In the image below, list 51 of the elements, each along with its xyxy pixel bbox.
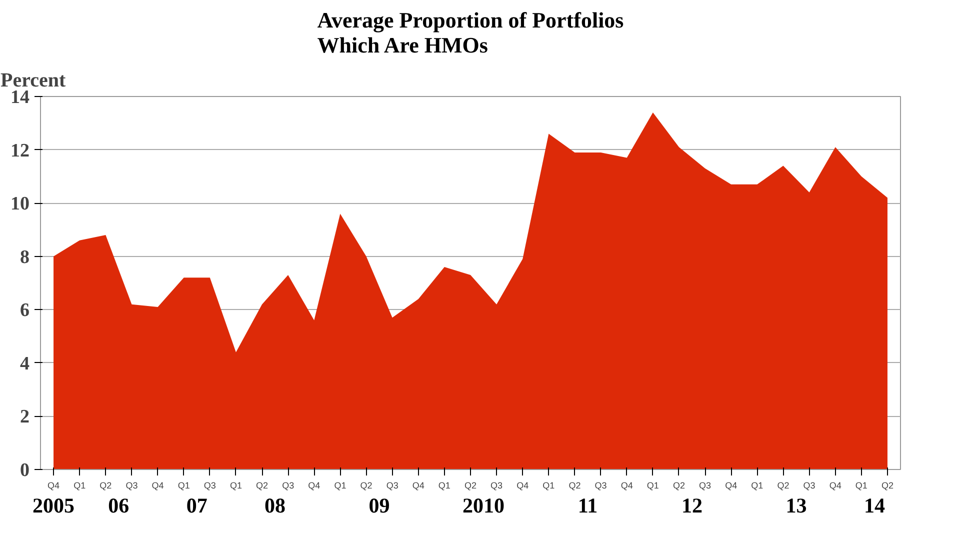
- x-tick-label: Q2: [881, 480, 894, 490]
- y-tick-label: 12: [10, 140, 30, 162]
- y-tick-label: 8: [20, 246, 30, 268]
- x-tick-label: Q3: [204, 480, 216, 490]
- x-tick-label: Q1: [178, 480, 190, 490]
- text: 06: [108, 494, 130, 518]
- x-tick-label: Q2: [568, 480, 581, 490]
- text: 07: [186, 494, 208, 518]
- text: 13: [786, 494, 807, 518]
- x-tick-label: Q2: [464, 480, 477, 490]
- x-tick-label: Q1: [230, 480, 242, 490]
- x-tick-label: Q1: [542, 480, 555, 490]
- x-tick-label: Q4: [620, 480, 633, 490]
- text: 12: [682, 494, 703, 518]
- x-tick-label: Q4: [725, 480, 738, 490]
- x-tick-label: Q3: [282, 480, 294, 490]
- x-tick-label: Q2: [777, 480, 790, 490]
- text: 14: [864, 494, 886, 518]
- text: 11: [578, 494, 598, 518]
- x-tick-label: Q1: [74, 480, 86, 490]
- text: 2010: [462, 494, 505, 518]
- y-tick-label: 2: [20, 406, 30, 428]
- x-tick-label: Q2: [256, 480, 268, 490]
- x-tick-label: Q4: [308, 480, 320, 490]
- x-tick-label: Q3: [699, 480, 712, 490]
- x-tick-label: Q3: [386, 480, 398, 490]
- chart-title: Average Proportion of Portfolios Which Are HMOs: [317, 8, 624, 58]
- text: 08: [264, 494, 286, 518]
- text: 2005: [32, 494, 75, 518]
- x-tick-label: Q2: [100, 480, 112, 490]
- x-tick-label: Q4: [48, 480, 60, 490]
- x-tick-label: Q1: [646, 480, 659, 490]
- y-tick-label: 0: [20, 460, 30, 481]
- y-tick-label: 4: [20, 353, 30, 374]
- x-tick-label: Q4: [516, 480, 529, 490]
- y-tick-label: 10: [10, 194, 30, 215]
- x-tick-label: Q3: [594, 480, 607, 490]
- x-tick-label: Q3: [490, 480, 503, 490]
- x-tick-label: Q2: [360, 480, 372, 490]
- x-tick-label: Q3: [126, 480, 138, 490]
- y-tick-label: 6: [20, 300, 30, 322]
- x-tick-label: Q4: [412, 480, 424, 490]
- x-tick-label: Q4: [829, 480, 842, 490]
- x-tick-label: Q3: [803, 480, 816, 490]
- x-tick-label: Q1: [751, 480, 764, 490]
- x-tick-label: Q2: [672, 480, 685, 490]
- x-tick-label: Q1: [334, 480, 346, 490]
- x-tick-label: Q1: [855, 480, 868, 490]
- x-tick-label: Q4: [152, 480, 164, 490]
- x-tick-label: Q1: [438, 480, 450, 490]
- text: 09: [368, 494, 390, 518]
